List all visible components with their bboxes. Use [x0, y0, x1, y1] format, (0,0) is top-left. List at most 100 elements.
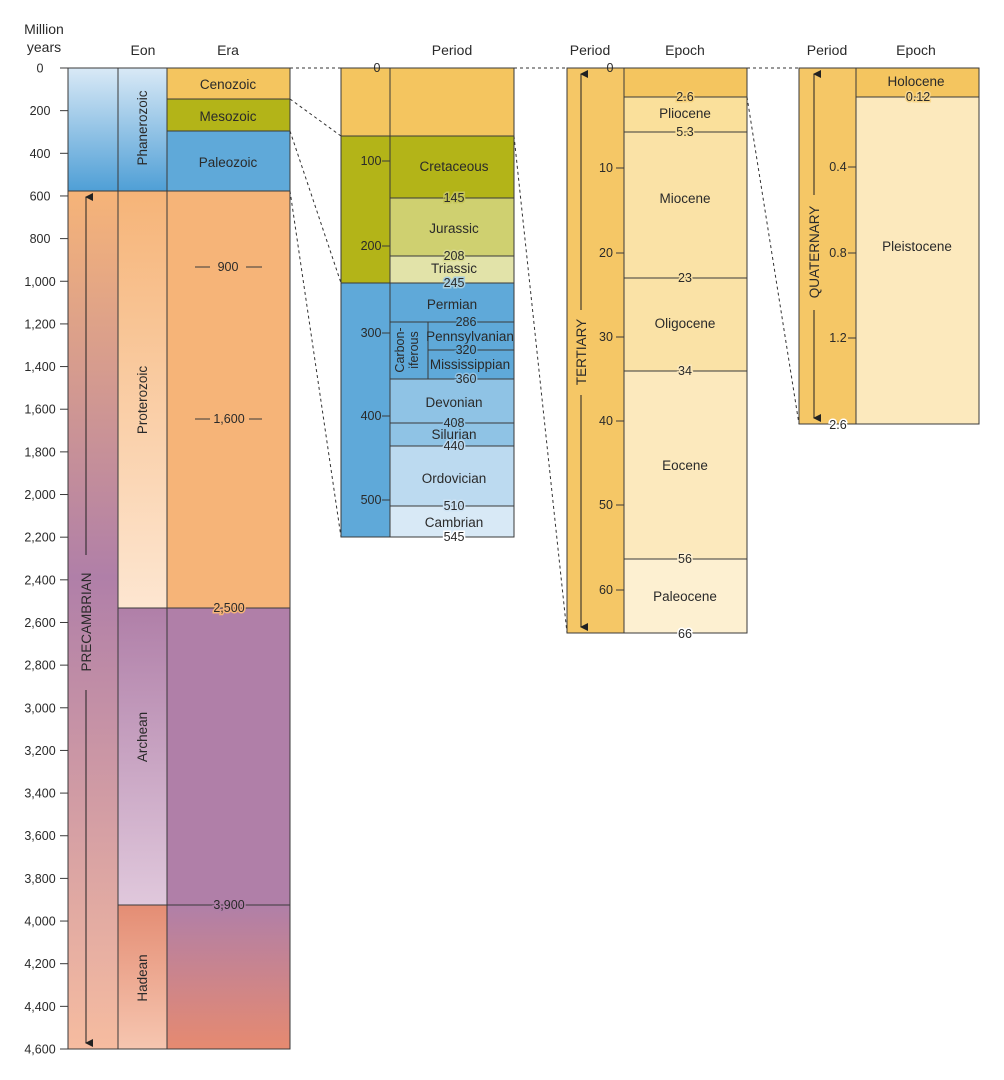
- epoch-label-miocene: Miocene: [659, 191, 710, 206]
- period-boundary-245: 245: [444, 276, 465, 290]
- epoch-oligocene: [624, 278, 747, 371]
- era-label-cenozoic: Cenozoic: [200, 77, 257, 92]
- period-label-jurassic: Jurassic: [429, 221, 479, 236]
- phanerozoic-periods: 0 100 200 300 400 500 Cretaceous Jurassi…: [340, 61, 515, 546]
- column-headers: Million years Eon Era Period Period Epoc…: [24, 21, 936, 58]
- period-triassic: [390, 256, 514, 283]
- era-cenozoic: [167, 68, 290, 99]
- axis-tick-label: 1,200: [24, 317, 55, 331]
- epoch-label-holocene: Holocene: [887, 74, 944, 89]
- axis-tick-label: 1,400: [24, 360, 55, 374]
- period-label-devonian: Devonian: [425, 395, 482, 410]
- period-label-mississippian: Mississippian: [430, 357, 510, 372]
- period-boundary-360: 360: [456, 372, 477, 386]
- eon-label-phanerozoic: Phanerozoic: [135, 90, 150, 165]
- eon-label-hadean: Hadean: [135, 954, 150, 1001]
- tertiary-tick-60: 60: [599, 583, 613, 597]
- paleozoic-substrip: [341, 283, 390, 537]
- header-period-3: Period: [807, 42, 847, 58]
- epoch-eocene: [624, 371, 747, 559]
- axis-tick-label: 600: [30, 189, 51, 203]
- period-boundary-320: 320: [456, 343, 477, 357]
- tertiary-tick-0: 0: [607, 61, 614, 75]
- phan-tick-200: 200: [361, 239, 382, 253]
- period-boundary-510: 510: [444, 499, 465, 513]
- period-label-cambrian: Cambrian: [425, 515, 484, 530]
- epoch-boundary-23: 23: [678, 271, 692, 285]
- axis-tick-label: 2,400: [24, 573, 55, 587]
- axis-tick-label: 3,400: [24, 787, 55, 801]
- cenozoic-substrip: [341, 68, 390, 136]
- era-label-paleozoic: Paleozoic: [199, 155, 258, 170]
- era-paleozoic: [167, 131, 290, 191]
- period-label-permian: Permian: [427, 297, 477, 312]
- eon-label-proterozoic: Proterozoic: [135, 366, 150, 435]
- period-boundary-408: 408: [444, 416, 465, 430]
- header-eon: Eon: [131, 42, 156, 58]
- quat-tick-2-6: 2.6: [829, 418, 846, 432]
- eon-label-archean: Archean: [135, 712, 150, 762]
- epoch-boundary-66: 66: [678, 627, 692, 641]
- million-years-axis: 0 200 400 600 800 1,000 1,200 1,400 1,600 1,800 2,…: [24, 62, 68, 1057]
- boundary-2500: 2,500: [213, 601, 244, 615]
- epoch-holocene: [856, 68, 979, 97]
- quat-tick-1-2: 1.2: [829, 331, 846, 345]
- axis-tick-label: 4,200: [24, 957, 55, 971]
- boundary-1600: 1,600: [213, 412, 244, 426]
- epoch-label-pliocene: Pliocene: [659, 106, 711, 121]
- tertiary-tick-30: 30: [599, 330, 613, 344]
- precambrian-strip: [68, 191, 118, 1049]
- period-boundary-286: 286: [456, 315, 477, 329]
- time-strip: PRECAMBRIAN: [67, 67, 119, 1050]
- axis-tick-label: 2,800: [24, 659, 55, 673]
- period-cretaceous: [390, 136, 514, 198]
- tertiary-tick-20: 20: [599, 246, 613, 260]
- axis-tick-label: 3,000: [24, 701, 55, 715]
- eon-proterozoic: [118, 191, 167, 608]
- axis-tick-label: 2,600: [24, 616, 55, 630]
- header-years: years: [27, 39, 61, 55]
- tertiary-tick-40: 40: [599, 414, 613, 428]
- era-column: Cenozoic Mesozoic Paleozoic 900 1,600 2,…: [166, 67, 291, 1050]
- epoch-label-paleocene: Paleocene: [653, 589, 717, 604]
- epoch-label-pleistocene: Pleistocene: [882, 239, 952, 254]
- header-period-1: Period: [432, 42, 472, 58]
- epoch-boundary-0-12: 0.12: [906, 90, 930, 104]
- tertiary-column: TERTIARY 0 10 20 30 40 50 60 Pliocene Mi…: [566, 61, 748, 643]
- axis-tick-label: 200: [30, 104, 51, 118]
- epoch-boundary-56: 56: [678, 552, 692, 566]
- period-label-triassic: Triassic: [431, 261, 477, 276]
- eon-archean: [118, 608, 167, 905]
- period-boundary-208: 208: [444, 249, 465, 263]
- phan-tick-300: 300: [361, 326, 382, 340]
- axis-tick-label: 4,600: [24, 1043, 55, 1057]
- eon-phanerozoic: [118, 68, 167, 191]
- tertiary-period-strip: [567, 68, 624, 633]
- era-proterozoic-block: [167, 191, 290, 608]
- phan-tick-0: 0: [374, 61, 381, 75]
- phan-tick-400: 400: [361, 409, 382, 423]
- epoch-pliocene: [624, 97, 747, 132]
- era-archean-block: [167, 608, 290, 905]
- period-label-ordovician: Ordovician: [422, 471, 487, 486]
- period-label-cretaceous: Cretaceous: [419, 159, 488, 174]
- phan-tick-500: 500: [361, 493, 382, 507]
- axis-tick-label: 4,400: [24, 1000, 55, 1014]
- header-era: Era: [217, 42, 239, 58]
- quaternary-period-strip: [799, 68, 856, 424]
- era-mesozoic: [167, 99, 290, 131]
- boundary-900: 900: [218, 260, 239, 274]
- zoom-connectors: [289, 67, 800, 634]
- header-period-2: Period: [570, 42, 610, 58]
- tertiary-label: TERTIARY: [574, 319, 589, 385]
- era-label-mesozoic: Mesozoic: [199, 109, 256, 124]
- period-boundary-440: 440: [444, 439, 465, 453]
- period-boundary-545: 545: [444, 530, 465, 544]
- axis-tick-label: 3,600: [24, 829, 55, 843]
- epoch-miocene: [624, 132, 747, 278]
- eon-column: Phanerozoic Proterozoic Archean Hadean: [117, 67, 168, 1050]
- epoch-boundary-5-3: 5.3: [676, 125, 693, 139]
- tertiary-tick-50: 50: [599, 498, 613, 512]
- period-ordovician: [390, 446, 514, 506]
- axis-tick-label: 4,000: [24, 915, 55, 929]
